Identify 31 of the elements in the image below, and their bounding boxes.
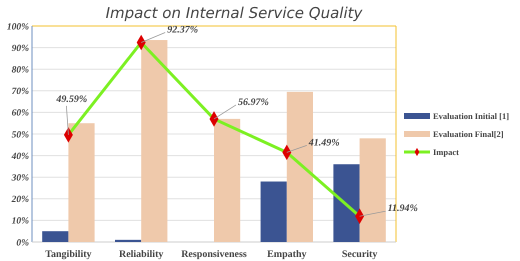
y-tick-label: 50% bbox=[12, 130, 30, 140]
data-label: 92.37% bbox=[167, 24, 198, 36]
y-tick-label: 80% bbox=[12, 66, 30, 76]
legend-label: Evaluation Initial [1] bbox=[433, 110, 510, 121]
y-tick-label: 0% bbox=[16, 238, 30, 248]
x-tick-label: Reliability bbox=[118, 249, 164, 260]
bar bbox=[141, 40, 168, 242]
legend-label: Impact bbox=[433, 146, 460, 157]
data-label: 56.97% bbox=[238, 96, 269, 108]
bar bbox=[260, 182, 287, 242]
data-label: 41.49% bbox=[308, 137, 340, 148]
y-tick-label: 100% bbox=[6, 22, 30, 32]
chart-title: Impact on Internal Service Quality bbox=[106, 4, 364, 22]
x-tick-label: Security bbox=[342, 249, 378, 260]
data-label: 49.59% bbox=[55, 94, 88, 105]
legend-label: Evaluation Final[2] bbox=[433, 128, 504, 139]
bar bbox=[68, 123, 95, 242]
bar bbox=[333, 164, 360, 242]
x-tick-label: Tangibility bbox=[45, 249, 92, 260]
bar bbox=[214, 118, 240, 242]
y-tick-label: 30% bbox=[10, 174, 30, 184]
y-tick-label: 90% bbox=[12, 44, 30, 54]
y-tick-label: 60% bbox=[12, 108, 30, 119]
bar bbox=[360, 138, 386, 242]
y-tick-label: 20% bbox=[10, 195, 30, 206]
x-tick-label: Responsiveness bbox=[181, 249, 247, 260]
y-tick-label: 10% bbox=[12, 216, 30, 227]
x-tick-label: Empathy bbox=[267, 249, 307, 260]
y-tick-label: 40% bbox=[10, 152, 30, 162]
y-tick-label: 70% bbox=[12, 87, 30, 98]
bar bbox=[42, 231, 68, 242]
